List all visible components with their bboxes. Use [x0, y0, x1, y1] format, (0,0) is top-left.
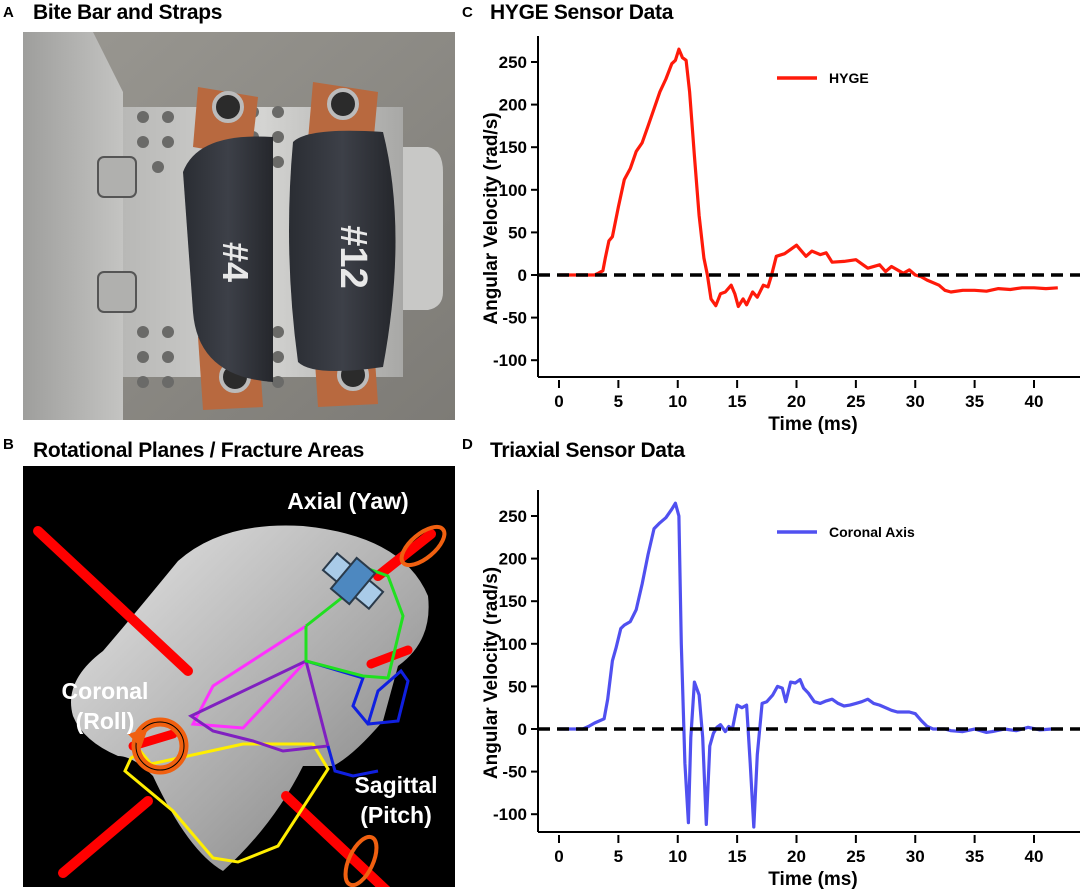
x-tick-label: 25: [846, 392, 865, 411]
x-axis-label: Time (ms): [768, 869, 857, 890]
panel-letter-b: B: [3, 436, 14, 453]
x-tick-label: 35: [965, 392, 984, 411]
y-tick-label: 0: [518, 266, 527, 285]
data-line: [559, 501, 1052, 829]
triaxial-chart: 250 200 150 100 50 0 -50 -100 0 5 10 15 20 25 30 35 40 Ti…: [481, 490, 1080, 890]
x-tick-label: 35: [965, 847, 984, 866]
panel-letter-d: D: [462, 436, 473, 453]
y-tick-label: -50: [502, 763, 527, 782]
hyge-chart: 250 200 150 100 50 0 -50 -100 0 5 10 15 20 25 30 35 40 Ti…: [481, 36, 1080, 435]
panel-letter-a: A: [3, 4, 14, 21]
x-tick-label: 10: [668, 392, 687, 411]
skull-rotation-diagram: Axial (Yaw) Coronal (Roll) Sagittal (Pit…: [23, 466, 455, 887]
y-tick-label: 50: [508, 223, 527, 242]
axial-yaw-label: Axial (Yaw): [287, 488, 408, 514]
panel-title-a: Bite Bar and Straps: [33, 1, 223, 24]
x-tick-label: 30: [906, 392, 925, 411]
sagittal-label: Sagittal: [354, 772, 437, 798]
y-tick-label: 200: [499, 96, 527, 115]
triaxial-sensor-icon: [321, 551, 385, 611]
x-tick-label: 25: [846, 847, 865, 866]
y-tick-label: 50: [508, 677, 527, 696]
axial-axis-rod: [373, 529, 436, 581]
panel-title-c: HYGE Sensor Data: [490, 1, 674, 24]
sagittal-axis-rod: [281, 791, 391, 887]
data-line: [559, 47, 1058, 309]
panel-title-d: Triaxial Sensor Data: [490, 439, 685, 462]
y-tick-label: 250: [499, 507, 527, 526]
x-tick-label: 20: [787, 847, 806, 866]
strap-label-4: #4: [215, 242, 256, 282]
bite-bar-illustration: #4 #12: [23, 32, 455, 420]
x-axis-label: Time (ms): [768, 414, 857, 435]
sagittal-rotation-arrow-icon: [343, 834, 379, 887]
legend-label: Coronal Axis: [829, 524, 915, 540]
strap-label-12: #12: [332, 225, 374, 288]
x-tick-label: 0: [554, 847, 563, 866]
legend-label: HYGE: [829, 70, 869, 86]
y-axis-label: Angular Velocity (rad/s): [481, 112, 502, 324]
y-tick-label: 100: [499, 181, 527, 200]
y-axis-label: Angular Velocity (rad/s): [481, 567, 502, 779]
x-tick-label: 0: [554, 392, 563, 411]
y-tick-label: -100: [493, 351, 527, 370]
bite-bar-photo: #4 #12: [23, 32, 455, 420]
y-tick-label: 250: [499, 53, 527, 72]
y-tick-label: 150: [499, 592, 527, 611]
coronal-label: Coronal: [62, 678, 149, 704]
x-tick-label: 10: [668, 847, 687, 866]
x-tick-label: 40: [1025, 847, 1044, 866]
roll-label: (Roll): [76, 708, 135, 734]
y-tick-label: 0: [518, 720, 527, 739]
y-tick-label: -100: [493, 805, 527, 824]
x-tick-label: 15: [728, 392, 747, 411]
axial-rotation-arrow-icon: [399, 524, 447, 568]
pitch-label: (Pitch): [360, 802, 432, 828]
x-tick-label: 5: [614, 847, 623, 866]
coronal-rotation-arrow-icon: [128, 717, 189, 775]
y-tick-label: -50: [502, 309, 527, 328]
x-tick-label: 40: [1025, 392, 1044, 411]
x-tick-label: 30: [906, 847, 925, 866]
x-tick-label: 5: [614, 392, 623, 411]
x-tick-label: 15: [728, 847, 747, 866]
skull-shape: [71, 525, 429, 871]
y-tick-label: 200: [499, 550, 527, 569]
x-tick-label: 20: [787, 392, 806, 411]
panel-letter-c: C: [462, 4, 473, 21]
panel-title-b: Rotational Planes / Fracture Areas: [33, 439, 364, 462]
y-tick-label: 100: [499, 635, 527, 654]
y-tick-label: 150: [499, 138, 527, 157]
